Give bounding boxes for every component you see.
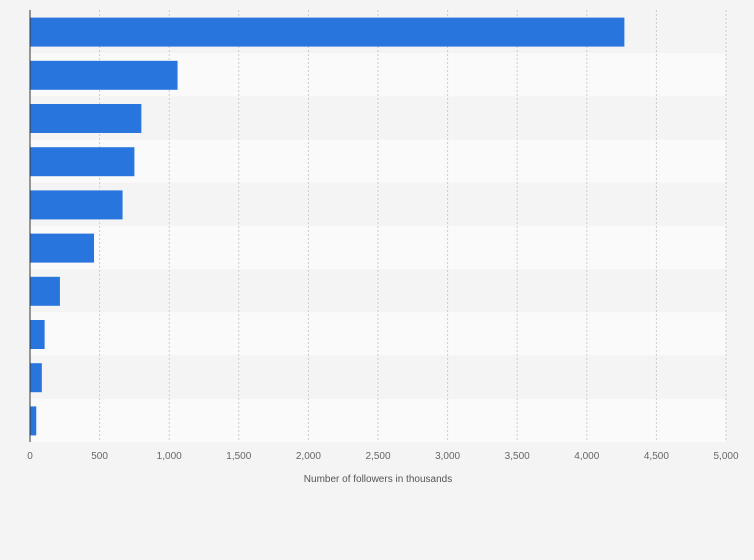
x-tick-label: 5,000 [713,451,738,462]
x-tick-label: 500 [91,451,108,462]
bar [30,17,625,47]
bar [30,363,42,393]
x-tick-labels: 0 500 1,000 1,500 2,000 2,500 3,000 3,500 4,000 4… [27,451,739,462]
bar [30,104,142,133]
x-tick-label: 1,500 [226,451,251,462]
x-tick-label: 0 [27,451,33,462]
bar [30,276,60,306]
x-tick-label: 4,000 [574,451,599,462]
bar [30,60,178,90]
x-tick-label: 1,000 [157,451,182,462]
x-tick-label: 4,500 [644,451,669,462]
bars [30,17,625,436]
bar [30,233,95,263]
bar [30,406,37,436]
x-tick-label: 2,500 [365,451,390,462]
x-tick-label: 3,000 [435,451,460,462]
x-axis-title: Number of followers in thousands [304,474,452,485]
bar [30,190,123,220]
bar [30,147,135,177]
x-tick-label: 2,000 [296,451,321,462]
bar [30,320,45,349]
x-tick-label: 3,500 [505,451,530,462]
